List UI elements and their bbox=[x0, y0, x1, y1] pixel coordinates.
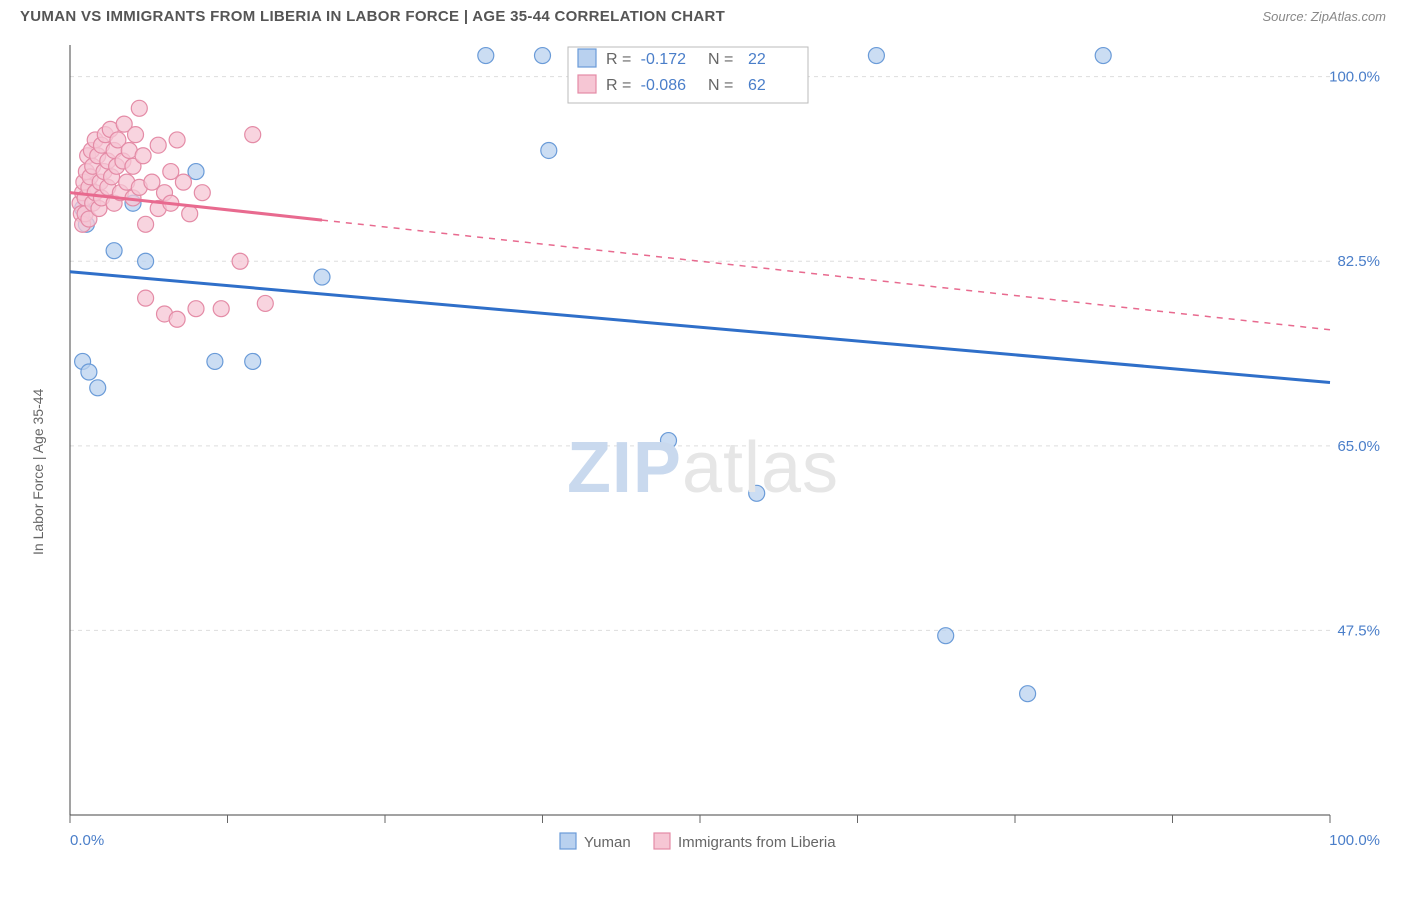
y-tick-label: 65.0% bbox=[1337, 438, 1380, 455]
data-point bbox=[938, 628, 954, 644]
bottom-legend-label: Immigrants from Liberia bbox=[678, 834, 836, 851]
x-tick-label: 100.0% bbox=[1329, 832, 1380, 849]
y-tick-label: 100.0% bbox=[1329, 69, 1380, 86]
data-point bbox=[106, 243, 122, 259]
data-point bbox=[175, 174, 191, 190]
source-label: Source: ZipAtlas.com bbox=[1262, 9, 1386, 24]
legend-r-value: -0.086 bbox=[641, 77, 686, 94]
legend-n-value: 62 bbox=[748, 77, 766, 94]
data-point bbox=[213, 301, 229, 317]
chart-container: In Labor Force | Age 35-44 47.5% 65.0% 82.… bbox=[20, 35, 1386, 900]
data-point bbox=[138, 216, 154, 232]
data-point bbox=[232, 253, 248, 269]
data-point bbox=[169, 132, 185, 148]
data-point bbox=[128, 127, 144, 143]
data-point bbox=[257, 295, 273, 311]
y-tick-label: 47.5% bbox=[1337, 622, 1380, 639]
legend-r-label: R = bbox=[606, 77, 631, 94]
legend-swatch bbox=[578, 49, 596, 67]
data-point bbox=[138, 290, 154, 306]
data-point bbox=[81, 364, 97, 380]
legend-box bbox=[568, 47, 808, 103]
data-point bbox=[135, 148, 151, 164]
data-point bbox=[90, 380, 106, 396]
data-point bbox=[138, 253, 154, 269]
legend-r-value: -0.172 bbox=[641, 51, 686, 68]
data-point bbox=[661, 433, 677, 449]
data-point bbox=[245, 127, 261, 143]
legend-swatch bbox=[578, 75, 596, 93]
data-point bbox=[314, 269, 330, 285]
bottom-legend-label: Yuman bbox=[584, 834, 631, 851]
data-point bbox=[150, 137, 166, 153]
legend-n-value: 22 bbox=[748, 51, 766, 68]
scatter-chart: 47.5% 65.0% 82.5% 100.0% 0.0% 100.0% R = -0.172… bbox=[20, 35, 1386, 895]
data-point bbox=[188, 301, 204, 317]
y-axis-label: In Labor Force | Age 35-44 bbox=[30, 389, 46, 555]
data-point bbox=[749, 485, 765, 501]
bottom-legend-swatch bbox=[560, 833, 576, 849]
data-point bbox=[245, 353, 261, 369]
data-point bbox=[169, 311, 185, 327]
data-point bbox=[1095, 48, 1111, 64]
x-tick-label: 0.0% bbox=[70, 832, 104, 849]
trend-line-dash bbox=[322, 220, 1330, 330]
legend-r-label: R = bbox=[606, 51, 631, 68]
data-point bbox=[478, 48, 494, 64]
chart-title: YUMAN VS IMMIGRANTS FROM LIBERIA IN LABO… bbox=[20, 8, 725, 25]
data-point bbox=[535, 48, 551, 64]
data-point bbox=[207, 353, 223, 369]
y-tick-label: 82.5% bbox=[1337, 253, 1380, 270]
data-point bbox=[194, 185, 210, 201]
bottom-legend-swatch bbox=[654, 833, 670, 849]
legend-n-label: N = bbox=[708, 51, 733, 68]
data-point bbox=[541, 142, 557, 158]
data-point bbox=[1020, 686, 1036, 702]
legend-n-label: N = bbox=[708, 77, 733, 94]
data-point bbox=[182, 206, 198, 222]
data-point bbox=[131, 100, 147, 116]
data-point bbox=[868, 48, 884, 64]
